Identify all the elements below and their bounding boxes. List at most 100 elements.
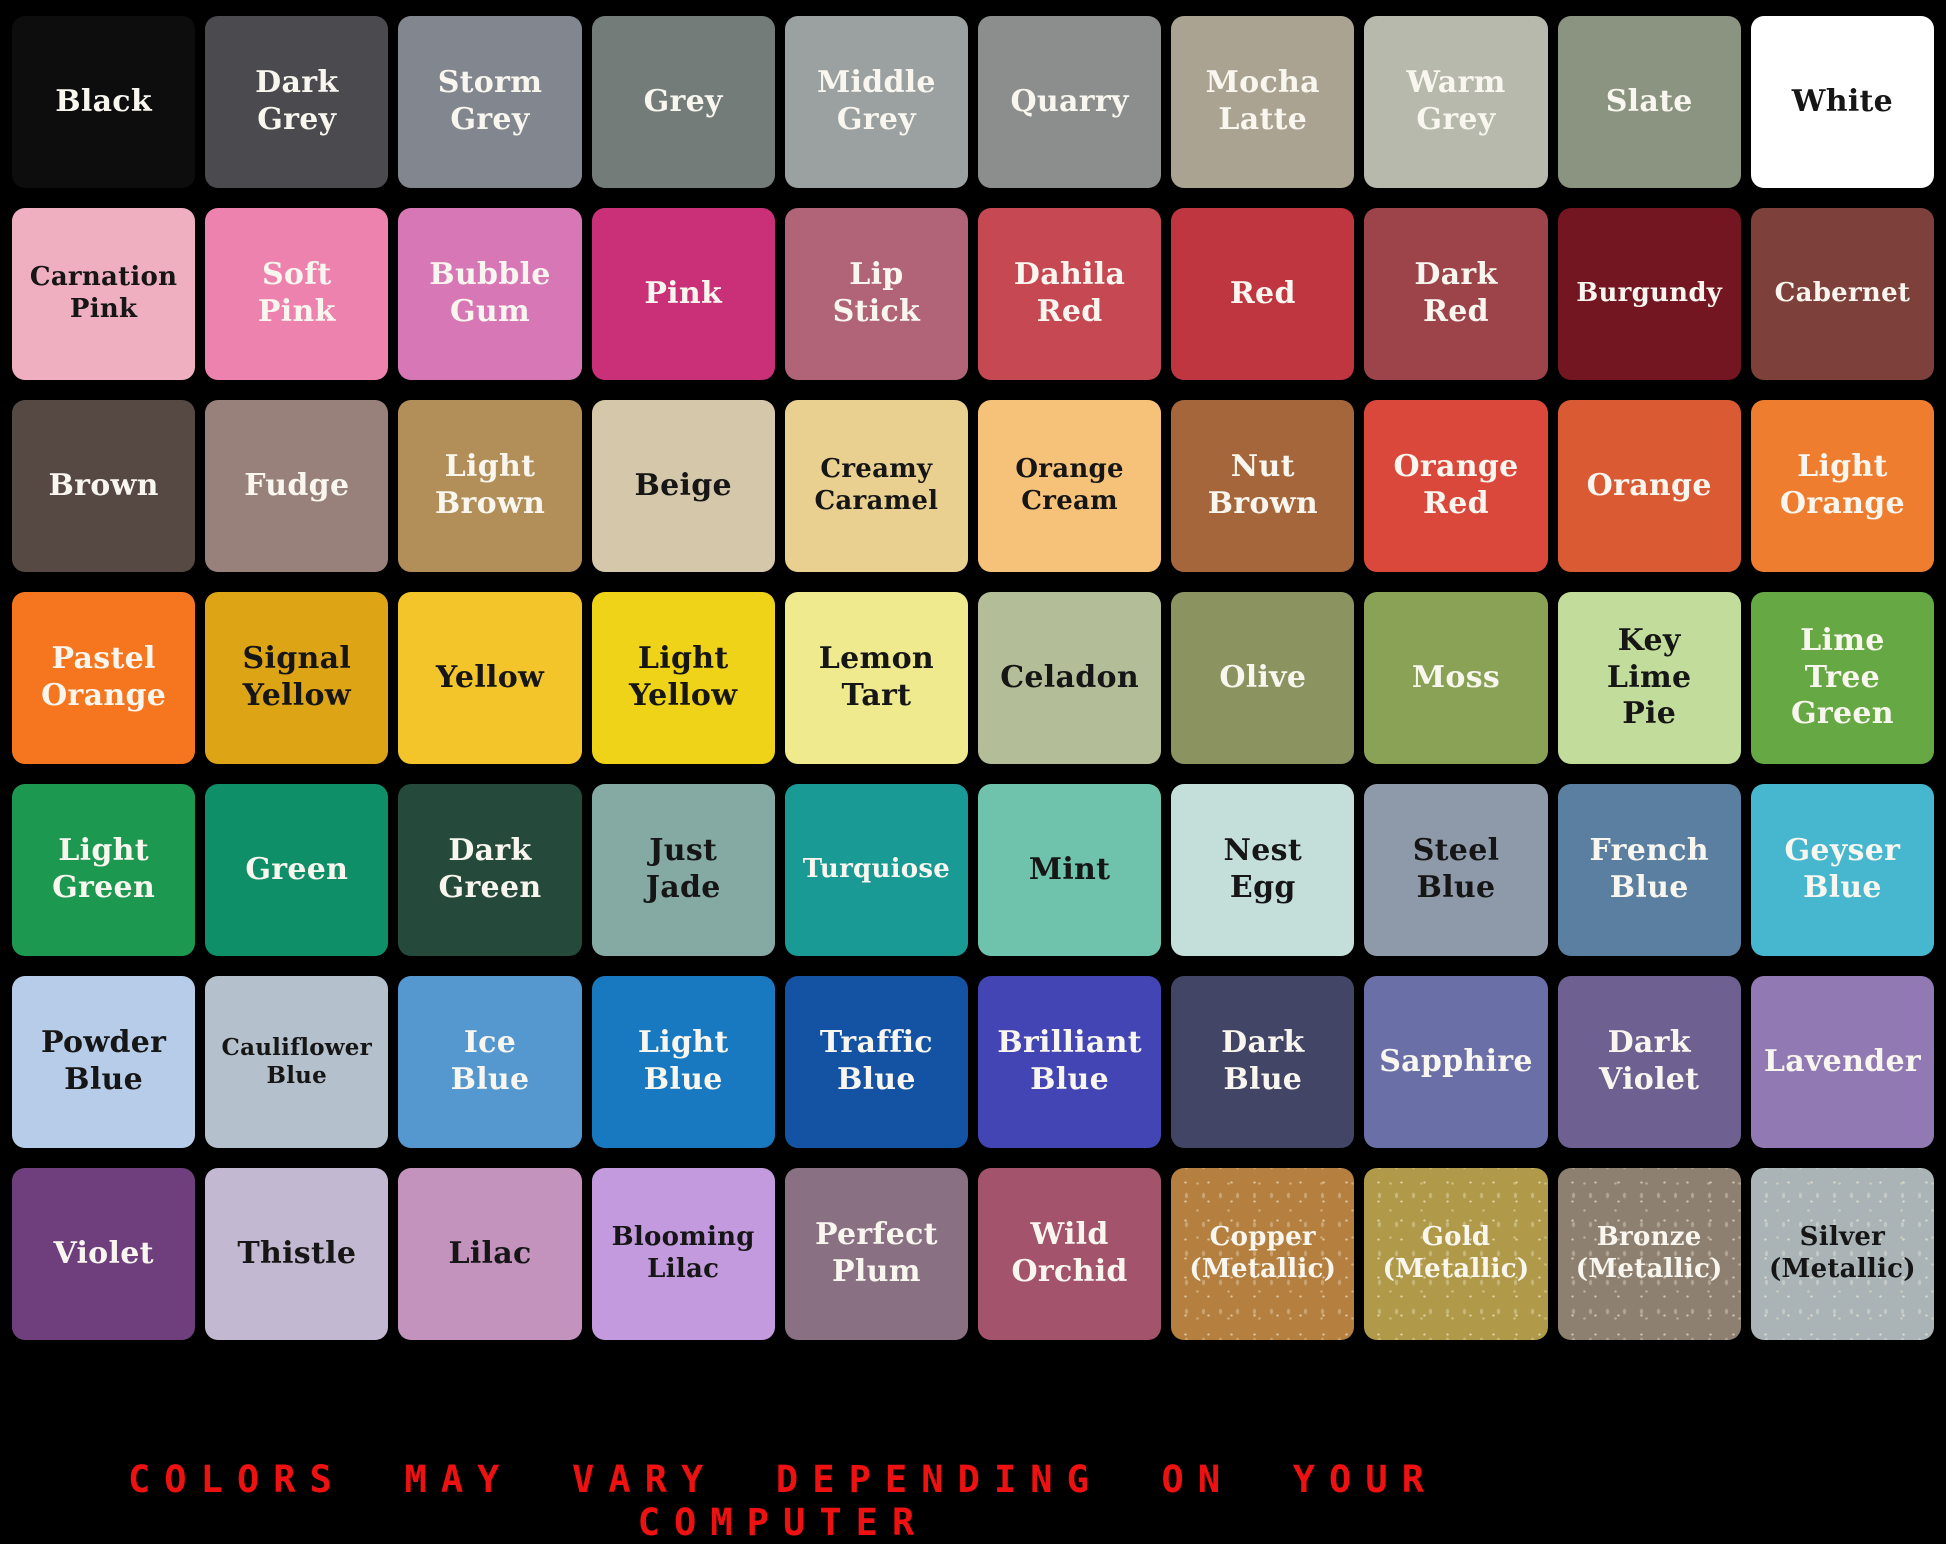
color-swatch-bubble-gum: Bubble Gum — [398, 208, 582, 380]
color-swatch-middle-grey: Middle Grey — [784, 16, 968, 188]
color-swatch-label: Green — [245, 851, 349, 887]
color-swatch-light-blue: Light Blue — [591, 976, 775, 1148]
color-swatch-label: Light Blue — [637, 1025, 729, 1097]
color-swatch-label: Orange — [1586, 467, 1712, 503]
color-swatch-violet: Violet — [12, 1168, 196, 1340]
color-swatch-label: Creamy Caramel — [814, 454, 939, 516]
color-swatch-bronze-metallic: Bronze (Metallic) — [1557, 1168, 1741, 1340]
color-swatch-silver-metallic: Silver (Metallic) — [1750, 1168, 1934, 1340]
color-swatch-wild-orchid: Wild Orchid — [977, 1168, 1162, 1340]
color-swatch-label: Lemon Tart — [818, 641, 935, 713]
color-swatch-mint: Mint — [977, 784, 1162, 956]
color-swatch-light-green: Light Green — [12, 784, 196, 956]
color-swatch-label: Nut Brown — [1207, 449, 1318, 521]
color-swatch-black: Black — [12, 16, 196, 188]
color-swatch-dark-grey: Dark Grey — [205, 16, 389, 188]
color-swatch-label: Wild Orchid — [1011, 1217, 1128, 1289]
color-swatch-steel-blue: Steel Blue — [1364, 784, 1548, 956]
color-swatch-orange: Orange — [1557, 400, 1741, 572]
color-swatch-pastel-orange: Pastel Orange — [12, 592, 196, 764]
color-swatch-white: White — [1750, 16, 1934, 188]
color-swatch-label: Mint — [1028, 851, 1111, 887]
color-swatch-moss: Moss — [1364, 592, 1548, 764]
color-swatch-label: Black — [55, 83, 152, 119]
color-swatch-label: Dahila Red — [1013, 257, 1126, 329]
color-swatch-cauliflower-blue: Cauliflower Blue — [205, 976, 389, 1148]
color-swatch-green: Green — [205, 784, 389, 956]
color-swatch-nut-brown: Nut Brown — [1171, 400, 1355, 572]
color-swatch-label: Perfect Plum — [814, 1217, 938, 1289]
color-swatch-brilliant-blue: Brilliant Blue — [977, 976, 1162, 1148]
color-swatch-label: Sapphire — [1379, 1043, 1533, 1079]
color-swatch-label: Orange Cream — [1015, 454, 1124, 516]
color-swatch-olive: Olive — [1171, 592, 1355, 764]
color-swatch-label: Carnation Pink — [29, 262, 178, 324]
color-swatch-beige: Beige — [591, 400, 775, 572]
color-swatch-lavender: Lavender — [1750, 976, 1934, 1148]
color-swatch-label: Burgundy — [1576, 278, 1723, 309]
color-swatch-perfect-plum: Perfect Plum — [784, 1168, 968, 1340]
color-swatch-label: Mocha Latte — [1205, 65, 1320, 137]
color-swatch-dark-green: Dark Green — [398, 784, 582, 956]
color-swatch-burgundy: Burgundy — [1557, 208, 1741, 380]
color-swatch-brown: Brown — [12, 400, 196, 572]
color-swatch-celadon: Celadon — [977, 592, 1162, 764]
color-swatch-lilac: Lilac — [398, 1168, 582, 1340]
color-swatch-label: Just Jade — [645, 833, 721, 905]
color-swatch-lemon-tart: Lemon Tart — [784, 592, 968, 764]
color-swatch-creamy-caramel: Creamy Caramel — [784, 400, 968, 572]
color-swatch-label: Lime Tree Green — [1790, 623, 1894, 732]
color-swatch-lip-stick: Lip Stick — [784, 208, 968, 380]
color-swatch-label: Grey — [643, 83, 723, 119]
color-swatch-orange-red: Orange Red — [1364, 400, 1548, 572]
color-swatch-label: Fudge — [244, 467, 350, 503]
color-swatch-label: Yellow — [435, 659, 545, 695]
color-swatch-gold-metallic: Gold (Metallic) — [1364, 1168, 1548, 1340]
color-swatch-label: Geyser Blue — [1784, 833, 1901, 905]
color-swatch-label: Dark Red — [1414, 257, 1498, 329]
color-swatch-signal-yellow: Signal Yellow — [205, 592, 389, 764]
color-swatch-label: Violet — [53, 1235, 154, 1271]
color-swatch-thistle: Thistle — [205, 1168, 389, 1340]
color-swatch-key-lime-pie: Key Lime Pie — [1557, 592, 1741, 764]
color-swatch-label: Lilac — [448, 1235, 532, 1271]
color-swatch-geyser-blue: Geyser Blue — [1750, 784, 1934, 956]
color-swatch-mocha-latte: Mocha Latte — [1171, 16, 1355, 188]
color-swatch-label: Dark Violet — [1599, 1025, 1700, 1097]
color-swatch-label: Olive — [1219, 659, 1307, 695]
color-swatch-label: Key Lime Pie — [1606, 623, 1692, 732]
color-swatch-lime-tree-green: Lime Tree Green — [1750, 592, 1934, 764]
color-swatch-label: Celadon — [1000, 659, 1139, 695]
color-swatch-soft-pink: Soft Pink — [205, 208, 389, 380]
color-swatch-label: Traffic Blue — [819, 1025, 933, 1097]
color-swatch-label: Dark Green — [438, 833, 542, 905]
color-swatch-dahila-red: Dahila Red — [977, 208, 1162, 380]
color-swatch-carnation-pink: Carnation Pink — [12, 208, 196, 380]
color-swatch-label: Moss — [1411, 659, 1501, 695]
color-swatch-quarry: Quarry — [977, 16, 1162, 188]
color-swatch-label: Signal Yellow — [242, 641, 352, 713]
color-swatch-copper-metallic: Copper (Metallic) — [1171, 1168, 1355, 1340]
color-swatch-label: Red — [1229, 275, 1296, 311]
color-swatch-just-jade: Just Jade — [591, 784, 775, 956]
color-swatch-label: Dark Grey — [255, 65, 339, 137]
color-swatch-label: Bronze (Metallic) — [1575, 1222, 1723, 1284]
color-swatch-label: French Blue — [1589, 833, 1709, 905]
color-swatch-label: Lavender — [1763, 1043, 1921, 1079]
color-swatch-label: Orange Red — [1393, 449, 1519, 521]
color-swatch-light-orange: Light Orange — [1750, 400, 1934, 572]
color-swatch-dark-blue: Dark Blue — [1171, 976, 1355, 1148]
color-swatch-ice-blue: Ice Blue — [398, 976, 582, 1148]
color-swatch-grey: Grey — [591, 16, 775, 188]
color-swatch-storm-grey: Storm Grey — [398, 16, 582, 188]
color-swatch-label: Ice Blue — [450, 1025, 530, 1097]
color-swatch-grid: Black Dark Grey Storm Grey Grey Middle G… — [12, 16, 1934, 1340]
color-swatch-warm-grey: Warm Grey — [1364, 16, 1548, 188]
color-swatch-label: Cabernet — [1774, 278, 1911, 309]
color-swatch-label: Copper (Metallic) — [1189, 1222, 1337, 1284]
color-swatch-french-blue: French Blue — [1557, 784, 1741, 956]
color-swatch-label: Light Brown — [434, 449, 546, 521]
color-swatch-label: Gold (Metallic) — [1382, 1222, 1530, 1284]
color-swatch-light-yellow: Light Yellow — [591, 592, 775, 764]
color-swatch-dark-violet: Dark Violet — [1557, 976, 1741, 1148]
